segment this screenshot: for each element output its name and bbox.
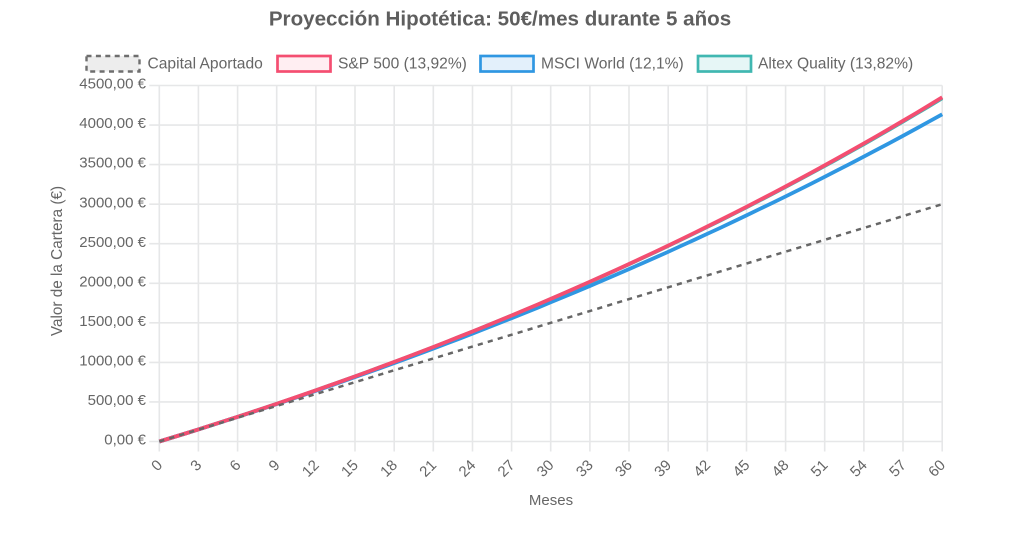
- svg-text:3000,00 €: 3000,00 €: [79, 194, 146, 211]
- svg-text:Capital Aportado: Capital Aportado: [148, 56, 264, 73]
- svg-text:3500,00 €: 3500,00 €: [79, 155, 146, 172]
- svg-text:1500,00 €: 1500,00 €: [79, 313, 146, 330]
- svg-text:Proyección Hipotética: 50€/mes: Proyección Hipotética: 50€/mes durante 5…: [269, 8, 731, 31]
- svg-text:MSCI World (12,1%): MSCI World (12,1%): [541, 56, 684, 73]
- svg-text:Valor de la Cartera (€): Valor de la Cartera (€): [49, 186, 66, 336]
- svg-text:Altex Quality (13,82%): Altex Quality (13,82%): [758, 56, 913, 73]
- svg-text:2500,00 €: 2500,00 €: [79, 234, 146, 251]
- svg-text:1000,00 €: 1000,00 €: [79, 353, 146, 370]
- svg-text:S&P 500 (13,92%): S&P 500 (13,92%): [338, 56, 467, 73]
- svg-text:0,00 €: 0,00 €: [104, 432, 146, 449]
- svg-text:2000,00 €: 2000,00 €: [79, 273, 146, 290]
- svg-text:500,00 €: 500,00 €: [88, 392, 147, 409]
- svg-text:4500,00 €: 4500,00 €: [79, 76, 146, 93]
- svg-text:4000,00 €: 4000,00 €: [79, 115, 146, 132]
- svg-text:Meses: Meses: [529, 492, 573, 509]
